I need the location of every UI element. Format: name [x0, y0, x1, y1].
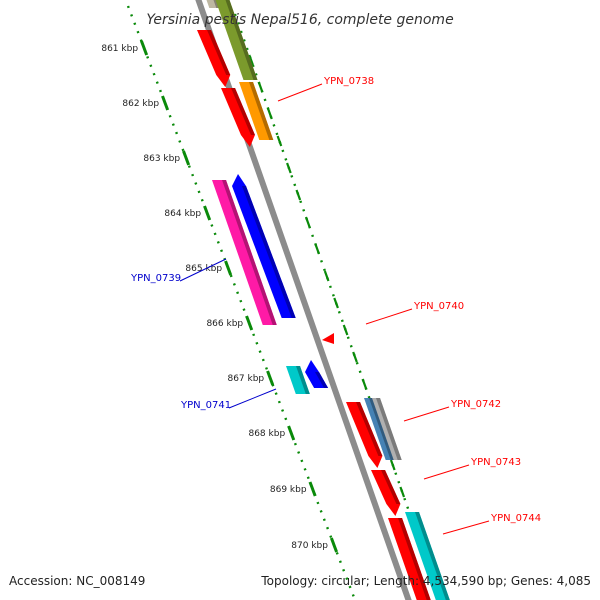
tick-label: 865 kbp	[185, 264, 222, 274]
gene-shadow	[398, 518, 431, 600]
accession-label: Accession: NC_008149	[9, 574, 146, 588]
minor-tick	[314, 243, 321, 255]
tick-label: 864 kbp	[164, 209, 201, 219]
minor-tick	[323, 270, 330, 282]
tick-mark	[224, 260, 233, 276]
gene-shadow	[315, 372, 329, 388]
inner-guide-line	[126, 5, 357, 600]
gene-label-text: YPN_0743	[470, 457, 521, 468]
gene-label-ypn_0739[interactable]: YPN_0739	[130, 258, 227, 284]
minor-tick	[248, 54, 254, 66]
tick-mark	[203, 205, 212, 221]
leader-line	[277, 83, 323, 102]
gene-g-top-olive[interactable]	[212, 0, 258, 80]
leader-line	[228, 388, 277, 409]
gene-label-ypn_0743[interactable]: YPN_0743	[423, 457, 521, 480]
gene-body	[371, 470, 401, 516]
gene-ypn_0744[interactable]	[388, 518, 431, 600]
gene-shadow	[207, 30, 231, 75]
tick-label: 869 kbp	[270, 485, 307, 495]
gene-features	[197, 0, 450, 600]
minor-tick	[304, 216, 311, 228]
tick-mark	[287, 425, 296, 441]
minor-tick	[257, 81, 264, 93]
tick-label: 870 kbp	[291, 541, 328, 551]
gene-shadow	[381, 470, 401, 504]
gene-body	[197, 30, 231, 87]
gene-shadow	[222, 180, 277, 325]
tick-mark	[308, 481, 317, 497]
gene-shadow	[242, 186, 296, 318]
gene-ypn_0743[interactable]	[371, 470, 401, 516]
tick-marks: 861 kbp 862 kbp 863 kbp 864 kbp 865 kbp 866 k…	[101, 40, 434, 579]
minor-tick	[352, 351, 358, 363]
gene-g-cyan[interactable]	[405, 512, 450, 600]
gene-label-text: YPN_0738	[323, 76, 374, 87]
tick-label: 861 kbp	[101, 44, 138, 54]
leader-line	[442, 520, 490, 535]
tick-mark	[140, 40, 149, 56]
gene-ypn_0739[interactable]	[212, 180, 277, 325]
gene-shadow	[376, 398, 402, 460]
map-title: Yersinia pestis Nepal516, complete genom…	[146, 12, 453, 28]
tick-label: 866 kbp	[206, 319, 243, 329]
minor-tick	[286, 162, 292, 174]
gene-shadow	[249, 82, 274, 140]
minor-tick	[361, 378, 368, 390]
gene-label-ypn_0740[interactable]: YPN_0740	[365, 301, 464, 325]
gene-g-top-red[interactable]	[197, 30, 231, 87]
gene-shadow	[225, 0, 258, 80]
minor-tick	[389, 459, 396, 471]
tick-mark	[266, 370, 275, 386]
gene-body	[346, 402, 383, 468]
minor-tick	[267, 108, 273, 120]
gene-labels: YPN_0738 YPN_0739 YPN_0740 YPN_0741 YPN_0742…	[130, 76, 541, 535]
gene-g-orange[interactable]	[239, 82, 274, 140]
gene-label-text: YPN_0744	[490, 513, 541, 524]
gene-g-blue2[interactable]	[305, 360, 329, 388]
gene-label-text: YPN_0739	[130, 273, 181, 284]
leader-line	[179, 258, 227, 282]
minor-tick	[333, 297, 339, 309]
genome-summary: Topology: circular; Length: 4,534,590 bp…	[261, 574, 591, 588]
gene-g-lightgrey[interactable]	[372, 398, 402, 460]
gene-ypn_0738[interactable]	[221, 88, 255, 147]
gene-ypn_0742[interactable]	[346, 402, 383, 468]
minor-tick	[399, 486, 406, 498]
gene-label-ypn_0742[interactable]: YPN_0742	[403, 399, 501, 422]
minor-tick	[295, 189, 302, 201]
gene-ypn_0741[interactable]	[286, 366, 310, 394]
gene-label-text: YPN_0742	[450, 399, 501, 410]
tick-mark	[161, 95, 170, 111]
tick-label: 862 kbp	[122, 99, 159, 109]
tick-label: 867 kbp	[227, 374, 264, 384]
tick-label: 863 kbp	[143, 154, 180, 164]
tick-mark	[245, 315, 254, 331]
gene-label-ypn_0738[interactable]: YPN_0738	[277, 76, 374, 102]
leader-line	[423, 464, 470, 480]
gene-label-text: YPN_0740	[413, 301, 464, 312]
gene-shadow	[231, 88, 255, 135]
gene-shadow	[356, 402, 383, 456]
gene-label-ypn_0744[interactable]: YPN_0744	[442, 513, 541, 535]
gene-label-text: YPN_0741	[180, 400, 231, 411]
gene-shadow	[296, 366, 310, 394]
gene-ypn_0740[interactable]	[322, 333, 334, 344]
gene-label-ypn_0741[interactable]: YPN_0741	[180, 388, 277, 411]
leader-line	[403, 406, 450, 422]
tick-mark	[329, 537, 338, 553]
tick-mark	[182, 150, 191, 166]
tick-label: 868 kbp	[248, 429, 285, 439]
gene-g-blue[interactable]	[232, 174, 296, 318]
gene-shadow	[415, 512, 450, 600]
minor-tick	[276, 135, 283, 147]
gene-body	[221, 88, 255, 147]
leader-line	[365, 308, 413, 325]
minor-tick	[342, 324, 349, 336]
